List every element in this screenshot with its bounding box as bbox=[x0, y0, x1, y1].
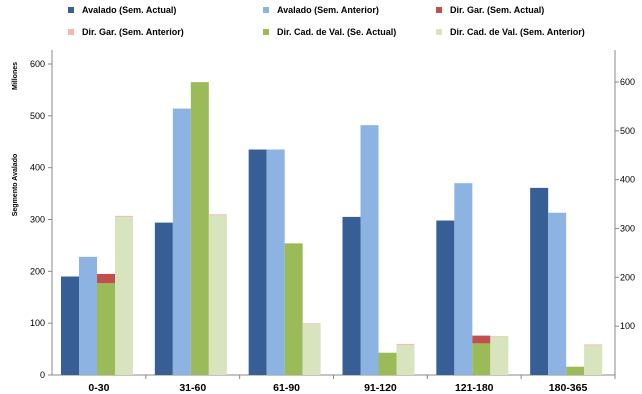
legend-label: Dir. Cad. de Val. (Se. Actual) bbox=[277, 27, 396, 37]
y-tick-label-left: 0 bbox=[40, 370, 45, 380]
bar bbox=[584, 345, 603, 375]
bar bbox=[396, 344, 415, 375]
stacked-bar-segment bbox=[584, 344, 603, 346]
bar bbox=[472, 343, 491, 375]
legend-swatch bbox=[263, 7, 269, 13]
bars bbox=[61, 82, 603, 376]
bar bbox=[378, 352, 397, 375]
legend-swatch bbox=[68, 29, 74, 35]
legend-swatch bbox=[436, 7, 442, 13]
bar bbox=[115, 216, 133, 375]
bar bbox=[490, 336, 509, 375]
legend-label: Avalado (Sem. Actual) bbox=[82, 5, 176, 15]
x-tick-label: 61-90 bbox=[273, 382, 300, 394]
bar bbox=[97, 283, 115, 375]
bar bbox=[154, 222, 173, 375]
y-tick-label-right: 100 bbox=[620, 321, 635, 331]
left-axis-title-group: Millones Segmento Avalado bbox=[12, 62, 19, 216]
stacked-bar-segment bbox=[490, 336, 509, 337]
bar bbox=[79, 256, 97, 375]
legend-label: Avalado (Sem. Anterior) bbox=[277, 5, 379, 15]
stacked-bar-segment bbox=[302, 323, 321, 324]
x-tick-label: 31-60 bbox=[179, 382, 206, 394]
stacked-bar-segment bbox=[208, 214, 227, 216]
y-tick-label-right: 300 bbox=[620, 224, 635, 234]
legend-label: Dir. Gar. (Sem. Anterior) bbox=[82, 27, 184, 37]
x-tick-label: 0-30 bbox=[88, 382, 109, 394]
legend: Avalado (Sem. Actual) Avalado (Sem. Anter… bbox=[68, 5, 585, 37]
legend-label: Dir. Gar. (Sem. Actual) bbox=[450, 5, 544, 15]
bar bbox=[284, 243, 303, 375]
bar bbox=[248, 149, 267, 375]
y-tick-label-left: 600 bbox=[30, 59, 45, 69]
bar bbox=[360, 125, 379, 375]
legend-swatch bbox=[68, 7, 74, 13]
x-tick-label: 91-120 bbox=[364, 382, 397, 394]
bar bbox=[190, 82, 209, 376]
bar bbox=[302, 323, 321, 375]
y-tick-label-left: 400 bbox=[30, 163, 45, 173]
legend-label: Dir. Cad. de Val. (Sem. Anterior) bbox=[450, 27, 585, 37]
axes: 0 100 200 300 400 500 600 100 200 300 400 500 600 bbox=[30, 50, 635, 380]
bar bbox=[266, 149, 285, 375]
y-tick-label-right: 500 bbox=[620, 126, 635, 136]
x-tick-label: 180-365 bbox=[549, 382, 588, 394]
y-tick-label-right: 400 bbox=[620, 175, 635, 185]
bar bbox=[172, 108, 191, 376]
legend-swatch bbox=[436, 29, 442, 35]
y-tick-label-right: 600 bbox=[620, 77, 635, 87]
y-tick-label-left: 100 bbox=[30, 318, 45, 328]
bar bbox=[342, 216, 361, 375]
bar bbox=[566, 366, 585, 375]
bar bbox=[530, 187, 549, 375]
bar bbox=[548, 212, 567, 375]
y-tick-label-right: 200 bbox=[620, 272, 635, 282]
x-tick-label: 121-180 bbox=[455, 382, 494, 394]
bar bbox=[454, 183, 473, 375]
y-unit-label: Millones bbox=[12, 62, 19, 90]
y-tick-label-left: 200 bbox=[30, 266, 45, 276]
legend-swatch bbox=[263, 29, 269, 35]
bar bbox=[61, 276, 79, 375]
stacked-bar-segment bbox=[396, 343, 415, 345]
stacked-bar-segment bbox=[97, 273, 115, 284]
y-tick-label-left: 300 bbox=[30, 215, 45, 225]
stacked-bar-segment bbox=[115, 215, 133, 217]
bar bbox=[436, 220, 455, 375]
stacked-bar-segment bbox=[472, 335, 491, 344]
bar bbox=[208, 215, 227, 375]
y-axis-title: Segmento Avalado bbox=[12, 154, 19, 217]
y-tick-label-left: 500 bbox=[30, 111, 45, 121]
x-tick-labels: 0-30 31-60 61-90 91-120 121-180 180-365 bbox=[88, 382, 587, 394]
